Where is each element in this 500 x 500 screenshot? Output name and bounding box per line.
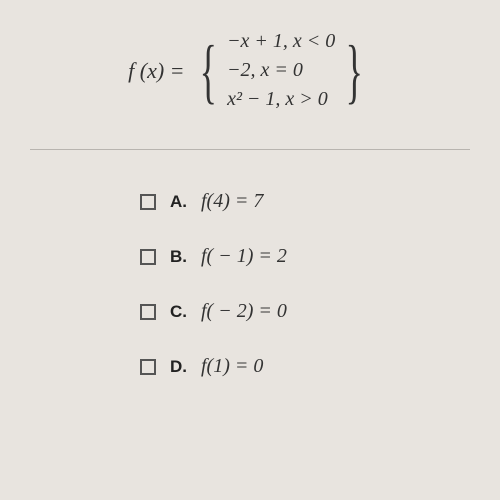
section-divider [30, 149, 470, 150]
checkbox-icon[interactable] [140, 304, 156, 320]
right-brace-icon: { [346, 35, 363, 107]
piecewise-row: x² − 1, x > 0 [227, 88, 335, 111]
piecewise-row: −2, x = 0 [227, 59, 335, 82]
option-letter: A. [170, 192, 187, 212]
option-b[interactable]: B. f( − 1) = 2 [140, 245, 470, 268]
function-prefix: f (x) = [128, 58, 184, 84]
option-math: f( − 2) = 0 [201, 300, 287, 323]
checkbox-icon[interactable] [140, 249, 156, 265]
option-math: f( − 1) = 2 [201, 245, 287, 268]
left-brace-icon: { [199, 35, 216, 107]
option-math: f(4) = 7 [201, 190, 263, 213]
answer-options: A. f(4) = 7 B. f( − 1) = 2 C. f( − 2) = … [30, 190, 470, 378]
option-letter: C. [170, 302, 187, 322]
option-letter: B. [170, 247, 187, 267]
checkbox-icon[interactable] [140, 359, 156, 375]
piecewise-row: −x + 1, x < 0 [227, 30, 335, 53]
option-letter: D. [170, 357, 187, 377]
option-a[interactable]: A. f(4) = 7 [140, 190, 470, 213]
option-d[interactable]: D. f(1) = 0 [140, 355, 470, 378]
checkbox-icon[interactable] [140, 194, 156, 210]
option-c[interactable]: C. f( − 2) = 0 [140, 300, 470, 323]
option-math: f(1) = 0 [201, 355, 263, 378]
piecewise-equation: f (x) = { −x + 1, x < 0 −2, x = 0 x² − 1… [30, 20, 470, 141]
piecewise-cases: −x + 1, x < 0 −2, x = 0 x² − 1, x > 0 [225, 30, 337, 111]
